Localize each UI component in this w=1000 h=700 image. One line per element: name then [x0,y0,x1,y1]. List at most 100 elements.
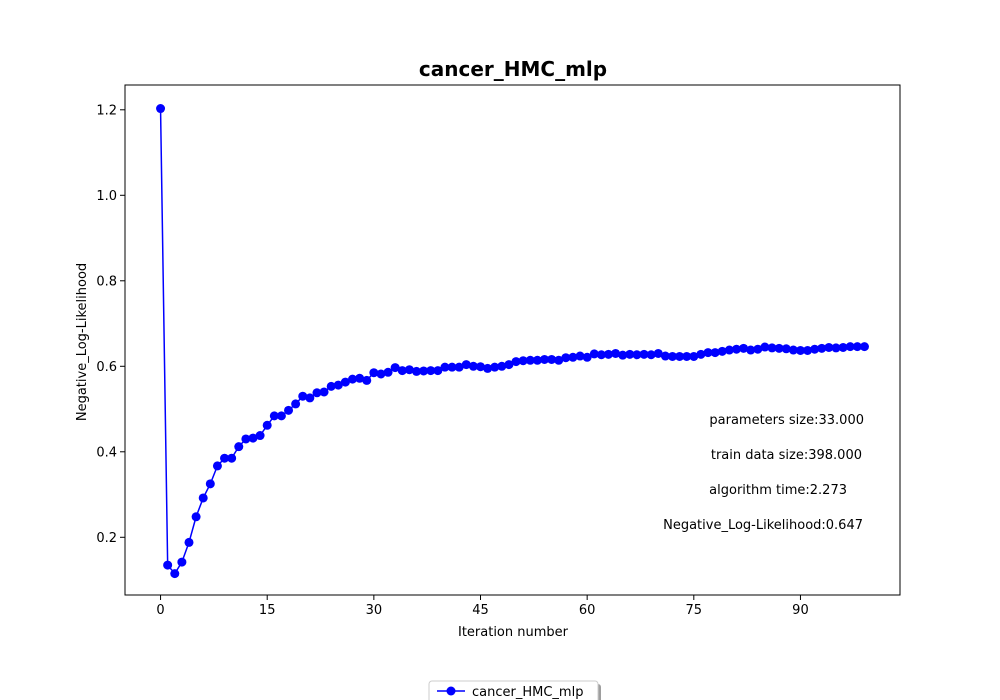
data-point [646,350,656,360]
series-line [159,108,865,575]
data-point [426,366,436,376]
data-point [795,345,805,355]
data-point [284,405,294,415]
data-point [483,363,493,373]
data-point [618,350,628,360]
data-point [212,461,222,471]
data-point [859,342,869,352]
annotation-final-nll: Negative_Log-Likelihood:0.647 [663,518,863,533]
y-tick-label: 0.8 [96,274,117,289]
annotation-train-data-size: train data size:398.000 [711,448,862,463]
legend-box [428,680,599,700]
data-point [504,360,514,370]
data-point [419,366,429,376]
data-point [276,411,286,421]
data-point [575,351,585,361]
data-point [326,381,336,391]
data-point [781,344,791,354]
data-point [355,373,365,383]
data-point [348,374,358,384]
data-point [412,366,422,376]
legend: cancer_HMC_mlp [428,680,601,700]
data-point [241,434,251,444]
data-point [255,431,265,441]
data-point [227,453,237,463]
x-tick-label: 30 [366,603,383,618]
y-tick-label: 1.2 [96,103,117,118]
data-point [490,362,500,372]
data-point [532,355,542,365]
data-point [390,363,400,373]
data-point [603,349,613,359]
data-point [177,557,187,567]
plot-area: 0 15 30 45 60 75 90 0.2 0.4 0.6 0.8 1.0 1.2 [96,84,901,618]
data-point [433,366,443,376]
data-point [461,360,471,370]
data-point [497,361,507,371]
data-point [682,351,692,361]
data-point [170,569,180,579]
data-point [731,344,741,354]
data-point [689,351,699,361]
data-point [611,348,621,358]
data-point [803,345,813,355]
legend-entry-label: cancer_HMC_mlp [472,685,583,700]
data-point [582,352,592,362]
data-point [838,342,848,352]
x-tick-label: 75 [686,603,703,618]
data-point [440,362,450,372]
data-point [710,348,720,358]
annotation-algorithm-time: algorithm time:2.273 [709,483,847,498]
data-point [234,442,244,452]
x-axis-label: Iteration number [458,625,569,640]
data-point [319,387,329,397]
data-point [298,391,308,401]
y-tick-label: 0.6 [96,360,117,375]
data-point [703,348,713,358]
data-point [845,342,855,352]
data-point [675,351,685,361]
data-point [163,560,173,570]
data-point [511,357,521,367]
data-point [220,453,230,463]
data-point [724,345,734,355]
data-point [333,380,343,390]
data-point [447,362,457,372]
data-point [397,366,407,376]
plot-frame [124,84,901,596]
data-point [760,342,770,352]
annotation-parameters-size: parameters size:33.000 [709,413,864,428]
data-point [376,369,386,379]
data-point [568,352,578,362]
annotations: parameters size:33.000 train data size:3… [663,413,864,533]
data-point [753,344,763,354]
data-point [561,353,571,363]
data-point [369,368,379,378]
data-point [554,355,564,365]
legend-marker-icon [446,686,456,696]
y-tick-label: 0.2 [96,531,117,546]
data-point [191,512,201,522]
x-tick-label: 90 [792,603,809,618]
data-point [717,346,727,356]
data-point [824,342,834,352]
data-point [184,537,194,547]
data-point [312,388,322,398]
data-point [156,104,166,114]
chart-title: cancer_HMC_mlp [419,57,607,81]
data-point [632,350,642,360]
data-point [746,345,756,355]
data-point [454,362,464,372]
data-point [540,354,549,364]
data-point [547,354,557,364]
data-point [476,362,485,372]
data-point [589,349,599,359]
data-point [518,356,528,366]
data-point [788,345,798,355]
data-point [305,393,315,403]
y-tick-label: 0.4 [96,445,117,460]
data-point [767,343,777,353]
data-point [667,351,677,361]
